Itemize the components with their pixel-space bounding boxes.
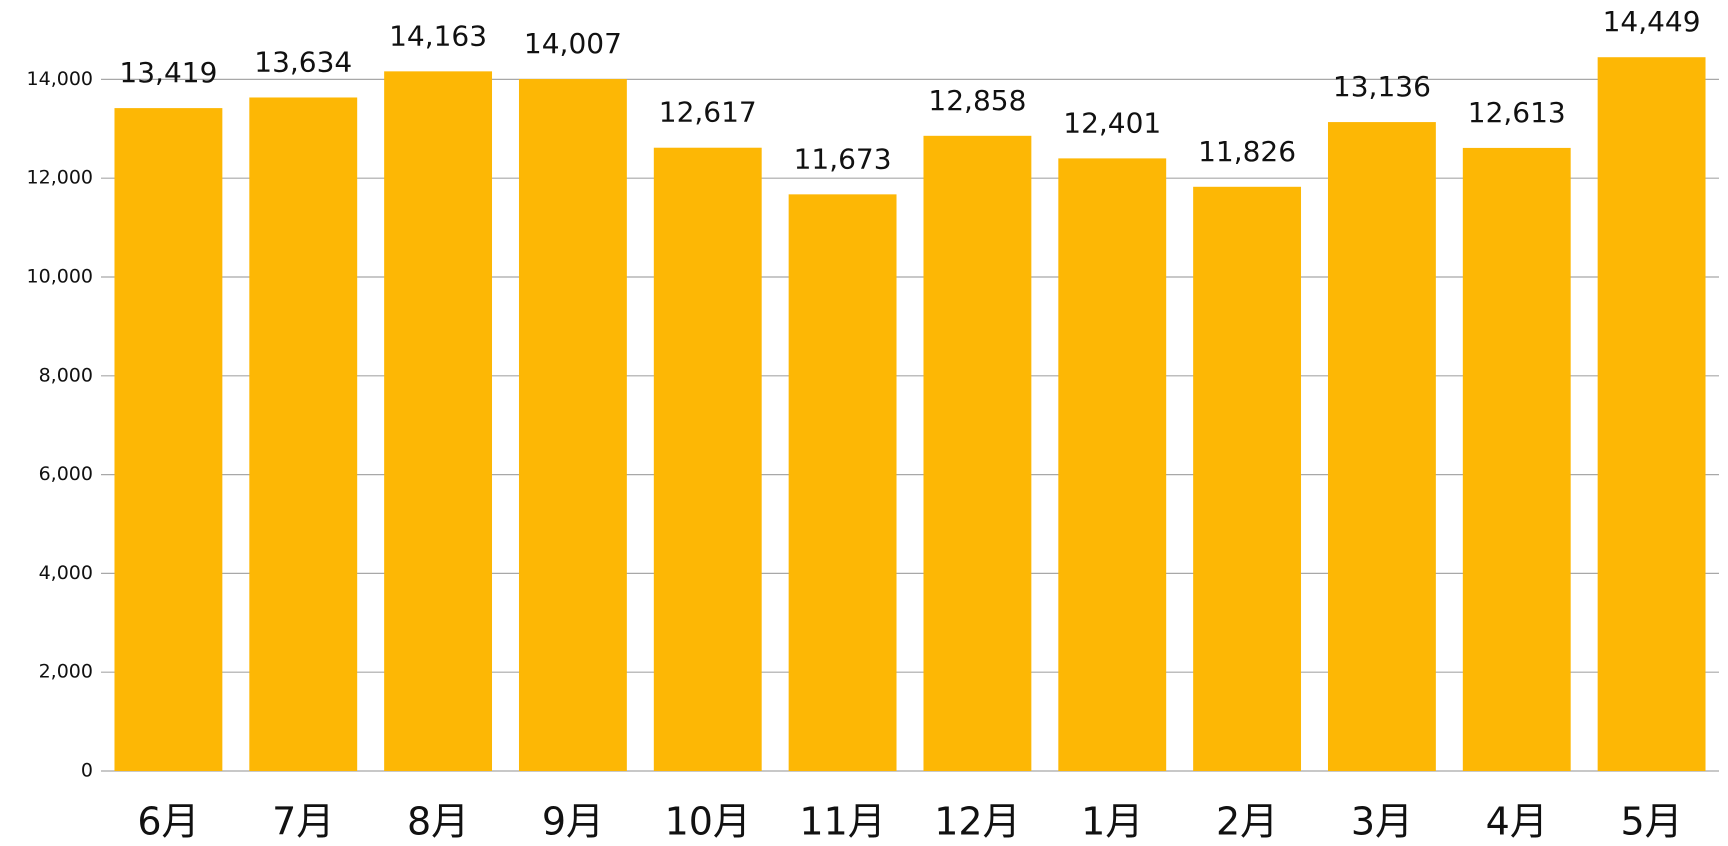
data-label: 12,858 [928,84,1026,117]
data-label: 14,449 [1603,5,1701,38]
data-label: 14,007 [524,27,622,60]
x-tick-label: 10月 [665,800,751,844]
bar [249,97,358,771]
x-tick-label: 12月 [934,800,1020,844]
y-tick-label: 6,000 [39,463,93,485]
bar [788,194,897,771]
bar [653,147,762,771]
data-label: 13,136 [1333,70,1431,103]
bar [1058,158,1167,771]
data-label: 13,419 [119,56,217,89]
x-tick-label: 9月 [542,800,604,844]
x-tick-label: 4月 [1486,800,1548,844]
y-tick-label: 12,000 [27,167,93,189]
bar [518,79,627,771]
x-tick-label: 8月 [407,800,469,844]
bar [1193,186,1302,771]
y-tick-label: 2,000 [39,661,93,683]
data-label: 11,673 [794,142,892,175]
x-tick-label: 5月 [1620,800,1682,844]
data-label: 12,617 [659,96,757,129]
data-label: 12,613 [1468,96,1566,129]
bar [1327,122,1436,771]
data-label: 11,826 [1198,135,1296,168]
y-tick-label: 4,000 [39,562,93,584]
data-label: 14,163 [389,19,487,52]
data-label: 12,401 [1063,106,1161,139]
x-tick-label: 2月 [1216,800,1278,844]
y-tick-label: 10,000 [27,266,93,288]
bar [384,71,493,772]
y-tick-label: 8,000 [39,364,93,386]
bar [923,135,1032,771]
x-tick-label: 3月 [1351,800,1413,844]
bar [1462,147,1571,772]
x-tick-label: 7月 [272,800,334,844]
x-tick-label: 6月 [137,800,199,844]
data-label: 13,634 [254,45,352,78]
x-tick-label: 1月 [1081,800,1143,844]
y-tick-label: 14,000 [27,68,93,90]
y-tick-label: 0 [81,760,93,782]
x-tick-label: 11月 [799,800,885,844]
bar [114,108,223,772]
bar [1597,57,1706,771]
